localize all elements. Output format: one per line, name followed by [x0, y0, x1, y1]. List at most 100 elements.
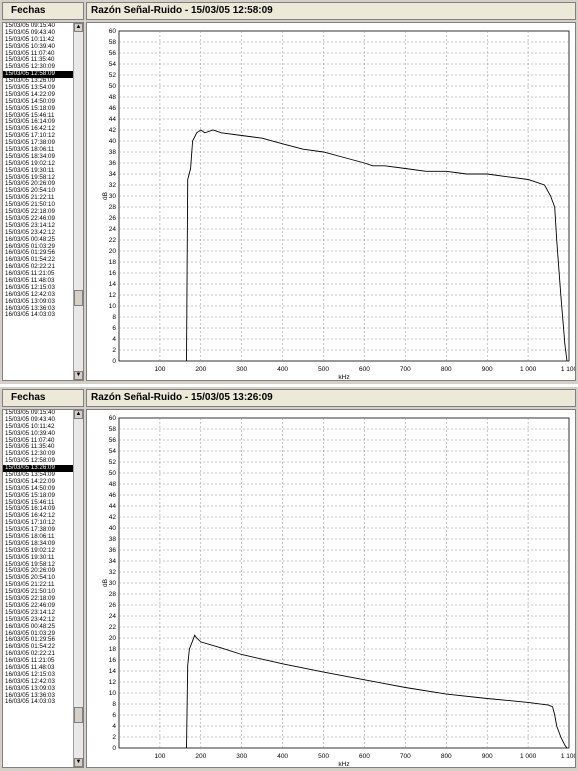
date-list-item[interactable]: 16/03/05 01:54:22 [5, 256, 55, 264]
date-list-item[interactable]: 15/03/05 22:18:09 [5, 208, 55, 216]
date-list-item[interactable]: 16/03/05 11:21:05 [5, 657, 55, 665]
date-list-item[interactable]: 16/03/05 01:29:56 [5, 636, 55, 644]
date-list-item[interactable]: 15/03/05 12:58:09 [3, 70, 73, 79]
date-list-item[interactable]: 16/03/05 11:48:03 [5, 276, 55, 284]
dates-list[interactable]: 15/03/05 09:15:40 15/03/05 09:43:40 15/03/… [2, 409, 84, 768]
date-list-item[interactable]: 15/03/05 17:38:09 [5, 526, 55, 534]
y-tick-label: 34 [109, 171, 117, 178]
date-list-item[interactable]: 16/03/05 14:03:03 [5, 311, 55, 319]
date-list-item[interactable]: 16/03/05 01:29:56 [5, 249, 55, 257]
date-list-item[interactable]: 16/03/05 00:48:25 [5, 622, 55, 630]
date-list-item[interactable]: 16/03/05 02:22:21 [5, 263, 55, 271]
date-list-item[interactable]: 16/03/05 13:09:03 [5, 297, 55, 305]
date-list-item[interactable]: 15/03/05 09:15:40 [5, 22, 55, 29]
date-list-item[interactable]: 15/03/05 21:22:11 [5, 194, 55, 202]
date-list-item[interactable]: 15/03/05 21:22:11 [5, 581, 55, 589]
date-list-item[interactable]: 16/03/05 13:36:03 [5, 304, 55, 312]
date-list-item[interactable]: 15/03/05 18:34:09 [5, 152, 55, 160]
date-list-item[interactable]: 15/03/05 09:43:40 [5, 28, 55, 36]
date-list-item[interactable]: 15/03/05 23:42:12 [5, 228, 55, 236]
date-list-item[interactable]: 15/03/05 17:10:12 [5, 132, 55, 140]
scroll-up-button[interactable]: ▲ [74, 410, 83, 419]
date-list-item[interactable]: 16/03/05 12:42:03 [5, 677, 55, 685]
date-list-item[interactable]: 15/03/05 17:38:09 [5, 139, 55, 147]
date-list-item[interactable]: 16/03/05 11:48:03 [5, 663, 55, 671]
date-list-item[interactable]: 15/03/05 16:14:09 [5, 505, 55, 513]
date-list-item[interactable]: 15/03/05 12:30:09 [5, 63, 55, 71]
date-list-item[interactable]: 15/03/05 13:54:09 [5, 84, 55, 92]
date-list-item[interactable]: 15/03/05 23:14:12 [5, 608, 55, 616]
scroll-thumb[interactable] [74, 707, 83, 723]
date-list-item[interactable]: 15/03/05 15:18:09 [5, 491, 55, 499]
y-tick-label: 48 [109, 481, 117, 488]
date-list-item[interactable]: 15/03/05 19:30:11 [5, 553, 55, 561]
date-list-item[interactable]: 15/03/05 19:02:12 [5, 546, 55, 554]
date-list-item[interactable]: 15/03/05 10:11:42 [5, 35, 55, 43]
date-list-item[interactable]: 15/03/05 11:35:40 [5, 56, 55, 64]
date-list-item[interactable]: 15/03/05 12:58:09 [5, 457, 55, 465]
date-list-item[interactable]: 15/03/05 16:42:12 [5, 512, 55, 520]
date-list-item[interactable]: 15/03/05 14:22:09 [5, 90, 55, 98]
date-list-item[interactable]: 15/03/05 15:46:11 [5, 498, 55, 506]
list-scrollbar[interactable]: ▲ ▼ [73, 410, 83, 767]
date-list-item[interactable]: 15/03/05 14:50:09 [5, 97, 55, 105]
scroll-thumb[interactable] [74, 290, 83, 306]
date-list-item[interactable]: 15/03/05 09:15:40 [5, 409, 55, 416]
y-tick-label: 22 [109, 624, 117, 631]
date-list-item[interactable]: 16/03/05 13:36:03 [5, 691, 55, 699]
scroll-down-button[interactable]: ▼ [74, 371, 83, 380]
date-list-item[interactable]: 15/03/05 19:58:12 [5, 560, 55, 568]
date-list-item[interactable]: 15/03/05 10:39:40 [5, 42, 55, 50]
date-list-item[interactable]: 16/03/05 12:42:03 [5, 290, 55, 298]
date-list-item[interactable]: 15/03/05 15:46:11 [5, 111, 55, 119]
date-list-item[interactable]: 15/03/05 10:39:40 [5, 429, 55, 437]
date-list-item[interactable]: 15/03/05 22:18:09 [5, 595, 55, 603]
date-list-item[interactable]: 15/03/05 23:14:12 [5, 221, 55, 229]
list-scrollbar[interactable]: ▲ ▼ [73, 23, 83, 380]
date-list-item[interactable]: 15/03/05 22:46:09 [5, 214, 55, 222]
dates-list[interactable]: 15/03/05 09:15:40 15/03/05 09:43:40 15/03/… [2, 22, 84, 381]
date-list-item[interactable]: 15/03/05 14:50:09 [5, 484, 55, 492]
date-list-item[interactable]: 16/03/05 11:21:05 [5, 270, 55, 278]
date-list-item[interactable]: 15/03/05 13:26:09 [5, 77, 55, 85]
date-list-item[interactable]: 15/03/05 13:26:09 [3, 464, 73, 473]
date-list-item[interactable]: 15/03/05 09:43:40 [5, 415, 55, 423]
date-list-item[interactable]: 15/03/05 19:58:12 [5, 173, 55, 181]
date-list-item[interactable]: 16/03/05 00:48:25 [5, 235, 55, 243]
date-list-item[interactable]: 15/03/05 11:07:40 [5, 49, 55, 57]
date-list-item[interactable]: 15/03/05 18:06:11 [5, 146, 55, 154]
date-list-item[interactable]: 15/03/05 18:34:09 [5, 539, 55, 547]
date-list-item[interactable]: 16/03/05 02:22:21 [5, 650, 55, 658]
date-list-item[interactable]: 15/03/05 10:11:42 [5, 422, 55, 430]
date-list-item[interactable]: 15/03/05 17:10:12 [5, 519, 55, 527]
date-list-item[interactable]: 15/03/05 13:54:09 [5, 471, 55, 479]
date-list-item[interactable]: 16/03/05 13:09:03 [5, 684, 55, 692]
date-list-item[interactable]: 15/03/05 16:14:09 [5, 118, 55, 126]
date-list-item[interactable]: 15/03/05 12:30:09 [5, 450, 55, 458]
date-list-item[interactable]: 15/03/05 16:42:12 [5, 125, 55, 133]
date-list-item[interactable]: 16/03/05 12:15:03 [5, 283, 55, 291]
snr-series-line [186, 634, 568, 749]
date-list-item[interactable]: 16/03/05 12:15:03 [5, 670, 55, 678]
date-list-item[interactable]: 15/03/05 21:50:10 [5, 201, 55, 209]
date-list-item[interactable]: 15/03/05 11:07:40 [5, 436, 55, 444]
date-list-item[interactable]: 16/03/05 14:03:03 [5, 698, 55, 706]
date-list-item[interactable]: 15/03/05 21:50:10 [5, 588, 55, 596]
date-list-item[interactable]: 15/03/05 22:46:09 [5, 601, 55, 609]
date-list-item[interactable]: 16/03/05 01:03:29 [5, 242, 55, 250]
date-list-item[interactable]: 15/03/05 20:54:10 [5, 574, 55, 582]
date-list-item[interactable]: 15/03/05 15:18:09 [5, 104, 55, 112]
date-list-item[interactable]: 15/03/05 14:22:09 [5, 477, 55, 485]
date-list-item[interactable]: 15/03/05 20:26:09 [5, 567, 55, 575]
date-list-item[interactable]: 16/03/05 01:54:22 [5, 643, 55, 651]
date-list-item[interactable]: 15/03/05 20:54:10 [5, 187, 55, 195]
date-list-item[interactable]: 15/03/05 19:30:11 [5, 166, 55, 174]
date-list-item[interactable]: 15/03/05 20:26:09 [5, 180, 55, 188]
scroll-down-button[interactable]: ▼ [74, 758, 83, 767]
date-list-item[interactable]: 15/03/05 11:35:40 [5, 443, 55, 451]
date-list-item[interactable]: 15/03/05 23:42:12 [5, 615, 55, 623]
date-list-item[interactable]: 16/03/05 01:03:29 [5, 629, 55, 637]
date-list-item[interactable]: 15/03/05 18:06:11 [5, 533, 55, 541]
scroll-up-button[interactable]: ▲ [74, 23, 83, 32]
date-list-item[interactable]: 15/03/05 19:02:12 [5, 159, 55, 167]
